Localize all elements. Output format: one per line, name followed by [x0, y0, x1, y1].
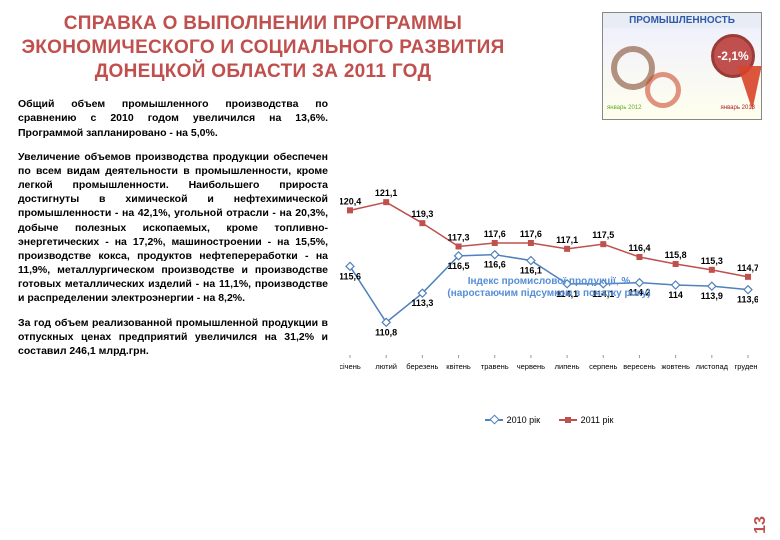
chart-title-line2: (наростаючим підсумком з початку року)	[447, 288, 650, 299]
svg-text:червень: червень	[517, 362, 545, 371]
svg-text:квітень: квітень	[446, 362, 471, 371]
legend-2011: 2011 рік	[559, 415, 614, 425]
svg-text:вересень: вересень	[623, 362, 655, 371]
svg-text:липень: липень	[555, 362, 580, 371]
chart-title-line1: Індекс промислової продукції, %	[468, 276, 631, 287]
page-title: СПРАВКА О ВЫПОЛНЕНИИ ПРОГРАММЫ ЭКОНОМИЧЕ…	[18, 12, 508, 83]
page-root: СПРАВКА О ВЫПОЛНЕНИИ ПРОГРАММЫ ЭКОНОМИЧЕ…	[0, 0, 780, 540]
svg-text:жовтень: жовтень	[661, 362, 690, 371]
svg-text:121,1: 121,1	[375, 188, 398, 198]
thumb-body: -2,1% январь 2012 январь 2013	[603, 28, 761, 112]
body-text: Общий объем промышленного производства п…	[18, 97, 328, 358]
legend-2010-label: 2010 рік	[507, 415, 540, 425]
svg-text:117,6: 117,6	[484, 229, 506, 239]
legend-marker-icon	[485, 416, 503, 424]
svg-text:114,7: 114,7	[737, 263, 758, 273]
svg-text:115,8: 115,8	[665, 250, 687, 260]
page-number: 13	[752, 516, 770, 534]
svg-text:листопад: листопад	[696, 362, 729, 371]
svg-text:116,5: 116,5	[448, 261, 470, 271]
svg-text:110,8: 110,8	[375, 327, 397, 337]
svg-text:117,1: 117,1	[556, 235, 578, 245]
gear-icon	[645, 72, 681, 108]
svg-text:серпень: серпень	[589, 362, 617, 371]
thumb-left-label: январь 2012	[607, 105, 642, 111]
svg-text:117,5: 117,5	[592, 230, 614, 240]
paragraph-1: Общий объем промышленного производства п…	[18, 97, 328, 140]
svg-text:березень: березень	[406, 362, 438, 371]
paragraph-2: Увеличение объемов производства продукци…	[18, 150, 328, 306]
svg-text:120,4: 120,4	[340, 196, 361, 206]
legend-2010: 2010 рік	[485, 415, 540, 425]
svg-text:січень: січень	[340, 362, 361, 371]
svg-text:грудень: грудень	[735, 362, 758, 371]
thumbnail-card: ПРОМЫШЛЕННОСТЬ -2,1% январь 2012 январь …	[602, 12, 762, 120]
line-chart: 120,4 121,1 119,3 117,3 117,6 117,6 117,1 117,5…	[340, 180, 758, 410]
chart-legend: 2010 рік 2011 рік	[340, 415, 758, 426]
svg-text:117,3: 117,3	[448, 233, 470, 243]
thumb-right-label: январь 2013	[721, 105, 756, 111]
svg-text:116,6: 116,6	[484, 260, 506, 270]
thumb-header: ПРОМЫШЛЕННОСТЬ	[603, 13, 761, 28]
chart-title: Індекс промислової продукції, % (нароста…	[340, 276, 758, 300]
svg-text:117,6: 117,6	[520, 229, 542, 239]
svg-text:116,4: 116,4	[628, 243, 650, 253]
svg-text:травень: травень	[481, 362, 509, 371]
paragraph-3: За год объем реализованной промышленной …	[18, 316, 328, 359]
svg-text:115,3: 115,3	[701, 256, 723, 266]
legend-2011-label: 2011 рік	[581, 415, 614, 425]
svg-text:лютий: лютий	[375, 362, 397, 371]
svg-text:116,1: 116,1	[520, 266, 542, 276]
svg-text:119,3: 119,3	[411, 209, 433, 219]
legend-marker-icon	[559, 416, 577, 424]
